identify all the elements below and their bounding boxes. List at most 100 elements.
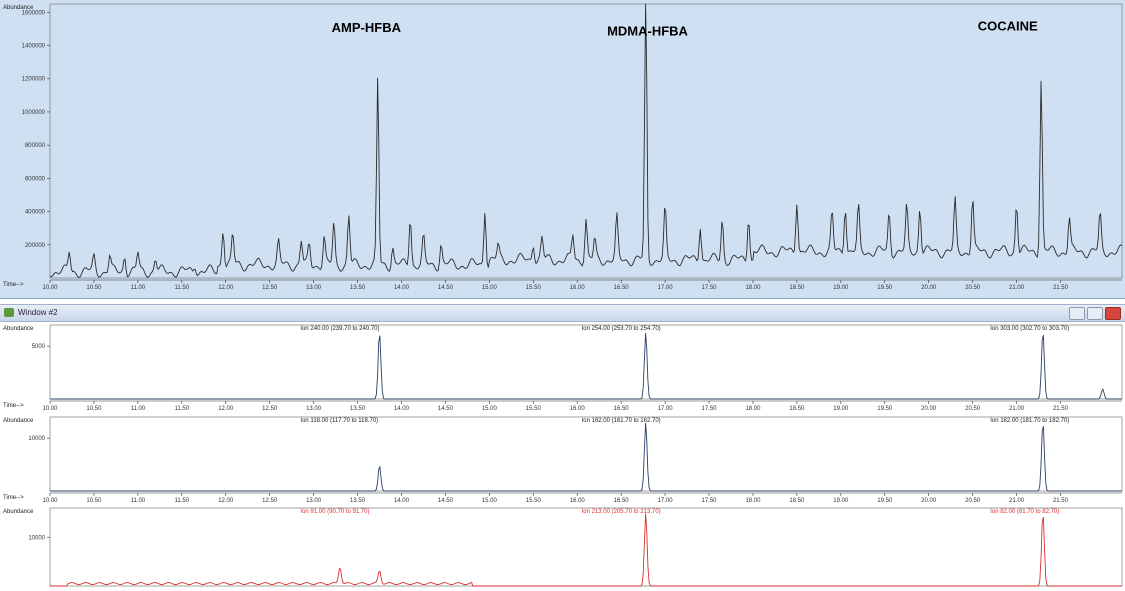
x-tick-label: 18.00 <box>745 498 761 504</box>
signal-line <box>50 333 1122 400</box>
x-tick-label: 13.00 <box>306 498 322 504</box>
y-tick-label: 1600000 <box>22 10 46 16</box>
x-tick-label: 13.50 <box>350 285 366 291</box>
x-tick-label: 15.00 <box>482 285 498 291</box>
x-tick-label: 11.50 <box>175 498 190 504</box>
x-axis-label: Time--> <box>3 495 24 501</box>
y-tick-label: 200000 <box>25 243 46 249</box>
y-tick-label: 1200000 <box>22 77 46 83</box>
x-tick-label: 11.50 <box>175 406 190 412</box>
x-tick-label: 19.50 <box>877 406 893 412</box>
x-tick-label: 14.50 <box>438 285 454 291</box>
x-tick-label: 18.00 <box>745 285 761 291</box>
ion-label: Ion 303.00 (302.70 to 303.70) <box>990 326 1069 332</box>
maximize-icon[interactable] <box>1087 307 1103 320</box>
panel-extracted-ion-chromatograms-2: Abundance 10000 Time--> 10.00 10.50 11.00 11.5… <box>3 416 1123 504</box>
x-axis-label: Time--> <box>3 403 24 409</box>
x-tick-label: 21.50 <box>1053 406 1069 412</box>
x-tick-label: 19.00 <box>833 498 849 504</box>
x-tick-label: 12.50 <box>262 406 278 412</box>
signal-line <box>49 3 1123 279</box>
x-tick-label: 15.50 <box>526 498 542 504</box>
x-tick-label: 18.50 <box>789 285 805 291</box>
window-title-bar[interactable]: Window #2 <box>0 304 1125 322</box>
panel-extracted-ion-chromatograms-3: Abundance 10000 Ion 91.00 (90.70 to 91.70)… <box>3 507 1123 587</box>
compound-label: MDMA-HFBA <box>607 24 688 39</box>
x-tick-label: 12.00 <box>218 285 234 291</box>
ion-label: Ion 82.00 (81.70 to 82.70) <box>990 509 1059 515</box>
x-tick-label: 17.00 <box>658 498 674 504</box>
y-tick-label: 800000 <box>25 143 46 149</box>
close-icon[interactable] <box>1105 307 1121 320</box>
x-tick-label: 13.00 <box>306 406 322 412</box>
panel-extracted-ion-chromatograms-1: Abundance 5000 Time--> 10.00 10.50 11.00 11.50… <box>3 324 1123 412</box>
x-tick-label: 11.00 <box>131 285 146 291</box>
y-axis-label: Abundance <box>3 326 34 332</box>
signal-line <box>50 422 1122 492</box>
ion-label: Ion 118.00 (117.70 to 118.70) <box>300 418 378 424</box>
x-tick-label: 12.50 <box>262 285 278 291</box>
x-tick-label: 16.00 <box>570 498 586 504</box>
x-tick-label: 17.50 <box>702 498 718 504</box>
x-tick-label: 21.00 <box>1009 285 1025 291</box>
x-tick-label: 18.50 <box>789 406 805 412</box>
x-tick-label: 19.00 <box>833 406 849 412</box>
y-axis-label: Abundance <box>3 418 34 424</box>
x-tick-label: 21.00 <box>1009 406 1025 412</box>
x-tick-label: 17.50 <box>702 406 718 412</box>
x-axis-label: Time--> <box>3 282 24 288</box>
x-tick-label: 11.00 <box>131 498 146 504</box>
x-tick-label: 13.50 <box>350 406 366 412</box>
window-app-icon <box>4 308 14 317</box>
x-tick-label: 12.00 <box>218 498 234 504</box>
x-tick-label: 11.50 <box>175 285 190 291</box>
x-tick-label: 11.00 <box>131 406 146 412</box>
x-tick-label: 20.00 <box>921 406 937 412</box>
ion-label: Ion 240.00 (239.70 to 240.70) <box>300 326 379 332</box>
ion-label: Ion 162.00 (161.70 to 162.70) <box>582 418 661 424</box>
x-tick-label: 15.00 <box>482 498 498 504</box>
x-tick-label: 19.50 <box>877 498 893 504</box>
x-tick-label: 18.50 <box>789 498 805 504</box>
x-tick-label: 14.50 <box>438 498 454 504</box>
x-tick-label: 17.00 <box>658 285 674 291</box>
x-tick-label: 16.50 <box>614 406 630 412</box>
x-tick-label: 10.00 <box>42 498 58 504</box>
plot-area <box>49 507 1123 587</box>
ion-label: Ion 254.00 (253.70 to 254.70) <box>582 326 661 332</box>
x-tick-label: 13.50 <box>350 498 366 504</box>
x-tick-label: 16.00 <box>570 406 586 412</box>
x-tick-label: 14.00 <box>394 498 410 504</box>
x-tick-label: 10.50 <box>86 285 102 291</box>
x-tick-label: 21.00 <box>1009 498 1025 504</box>
y-tick-label: 600000 <box>25 176 46 182</box>
x-tick-label: 20.50 <box>965 498 981 504</box>
y-axis-label: Abundance <box>3 5 34 11</box>
x-tick-label: 20.50 <box>965 406 981 412</box>
x-tick-label: 15.00 <box>482 406 498 412</box>
window-title: Window #2 <box>18 308 58 317</box>
minimize-icon[interactable] <box>1069 307 1085 320</box>
x-tick-label: 14.00 <box>394 285 410 291</box>
plot-area <box>49 416 1123 492</box>
x-tick-label: 20.00 <box>921 498 937 504</box>
eic-charts: Abundance 5000 Time--> 10.00 10.50 11.00 11.50… <box>3 324 1123 587</box>
x-tick-label: 19.00 <box>833 285 849 291</box>
compound-label: AMP-HFBA <box>332 20 402 35</box>
x-tick-label: 16.50 <box>614 285 630 291</box>
y-axis-label: Abundance <box>3 509 34 515</box>
x-tick-label: 21.50 <box>1053 498 1069 504</box>
y-tick-label: 10000 <box>28 436 45 442</box>
ion-label: Ion 182.00 (181.70 to 182.70) <box>990 418 1069 424</box>
x-tick-label: 19.50 <box>877 285 893 291</box>
x-tick-label: 13.00 <box>306 285 322 291</box>
x-tick-label: 20.00 <box>921 285 937 291</box>
signal-line <box>50 513 1122 587</box>
x-tick-label: 17.00 <box>658 406 674 412</box>
x-tick-label: 15.50 <box>526 406 542 412</box>
y-tick-label: 400000 <box>25 210 46 216</box>
x-tick-label: 20.50 <box>965 285 981 291</box>
y-tick-label: 5000 <box>32 344 46 350</box>
compound-label: COCAINE <box>978 19 1038 34</box>
y-tick-label: 1000000 <box>22 110 46 116</box>
